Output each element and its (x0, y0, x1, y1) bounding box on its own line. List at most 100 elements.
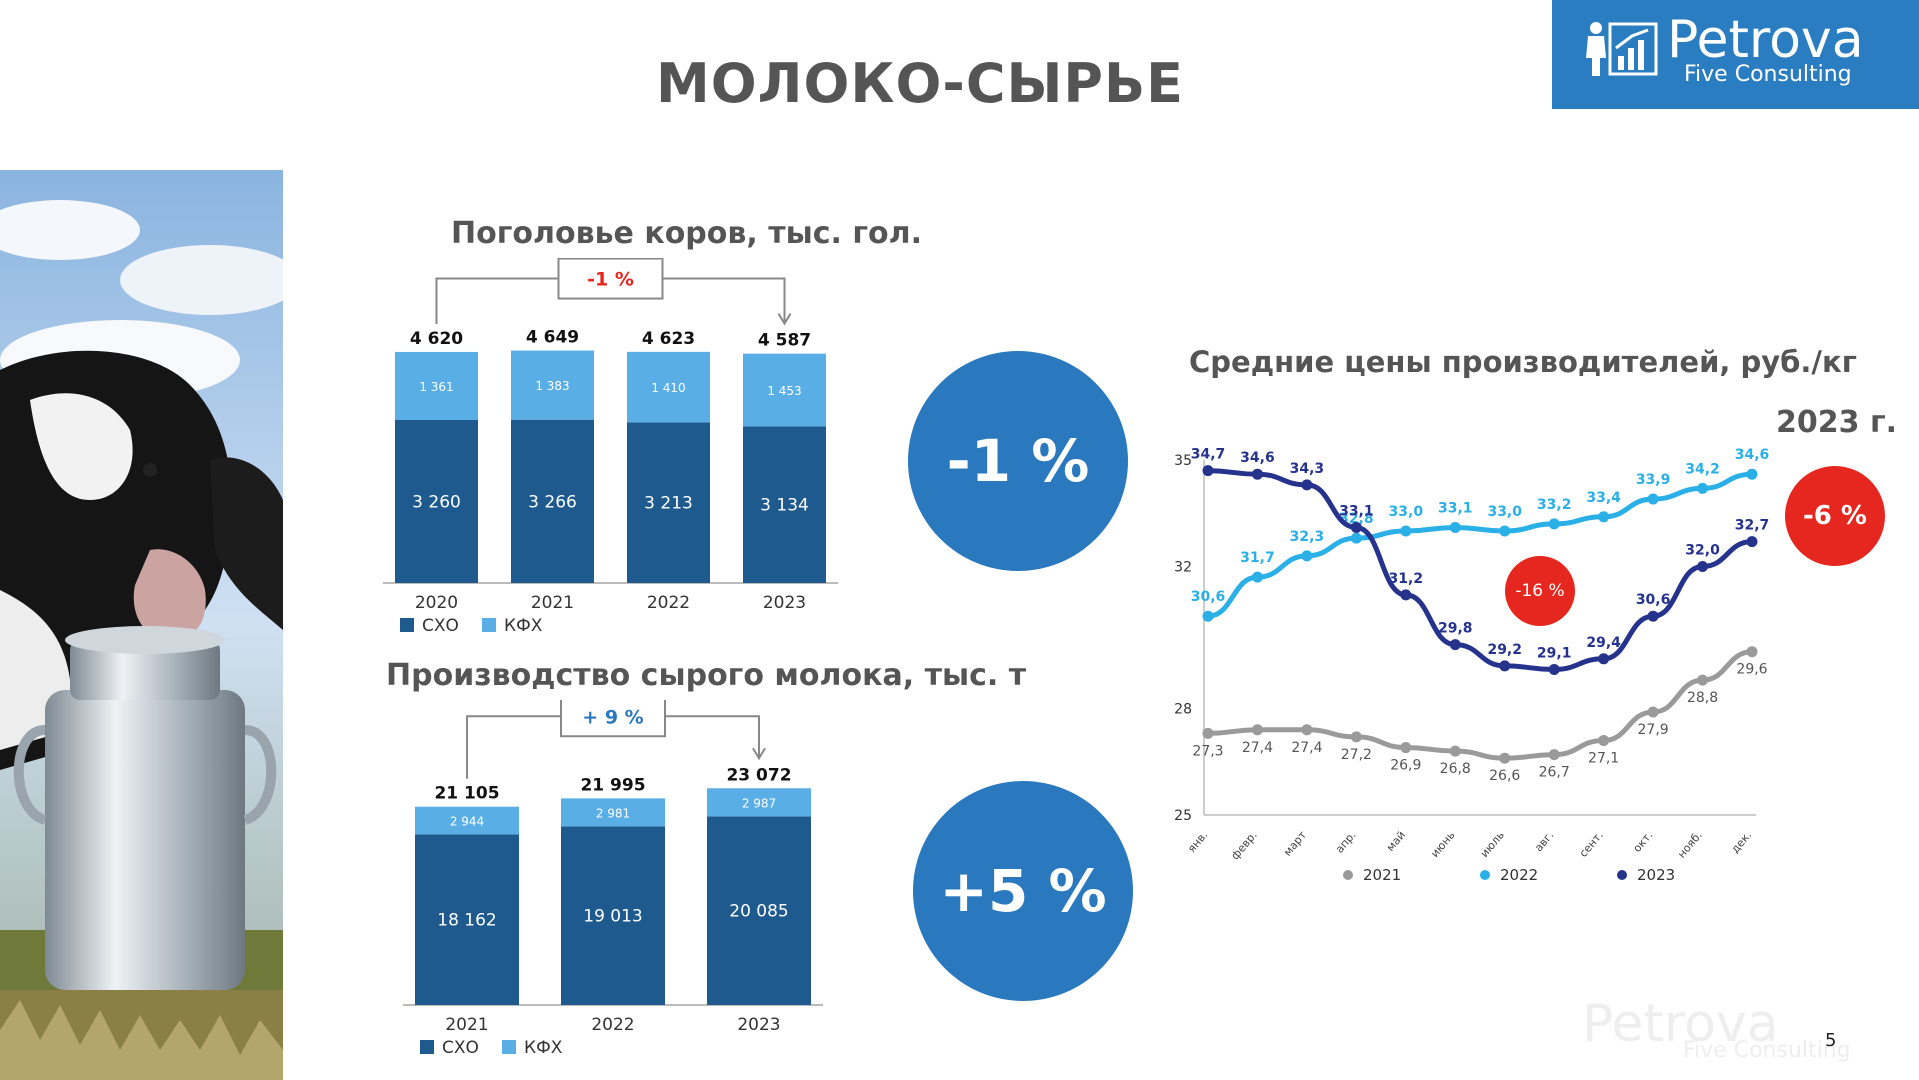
data-label: 27,1 (1588, 750, 1619, 766)
prices-line-chart: 25 28 32 35 янв. февр. март апр. май июнь июль авг.… (1174, 447, 1770, 884)
cows-change-bubble: -1 % (908, 351, 1128, 571)
legend-label-2023: 2023 (1637, 866, 1675, 884)
x-tick-label: дек. (1729, 829, 1755, 856)
legend-swatch-kfh (482, 618, 496, 632)
data-label: 32,0 (1685, 543, 1720, 559)
data-label: 31,2 (1389, 571, 1424, 587)
y-tick-label: 35 (1174, 453, 1192, 469)
series-line-2021 (1207, 649, 1753, 761)
data-point-2021 (1202, 727, 1214, 739)
x-tick-label: 2020 (415, 593, 458, 613)
data-label: 27,9 (1638, 722, 1669, 738)
x-tick-label: янв. (1185, 829, 1210, 856)
data-label: 26,8 (1440, 761, 1471, 777)
legend-swatch-sho (400, 618, 414, 632)
data-label: 34,3 (1290, 461, 1325, 477)
data-label: 30,6 (1636, 592, 1671, 608)
bar-segment-sho (627, 422, 710, 583)
data-point-2021 (1400, 742, 1412, 754)
data-label: 26,9 (1390, 758, 1421, 774)
bar-value-label: 2 944 (450, 815, 484, 829)
bar-segment-kfh (743, 353, 826, 427)
bar-segment-kfh (511, 350, 594, 420)
prices-chart-title: Средние цены производителей, руб./кг (1189, 345, 1857, 379)
data-point-2022 (1350, 532, 1362, 544)
y-tick-label: 32 (1174, 560, 1192, 576)
x-tick-label: сент. (1577, 829, 1606, 860)
data-label: 34,6 (1240, 450, 1275, 466)
bar-value-label: 1 383 (535, 379, 569, 393)
data-point-2022 (1251, 571, 1263, 583)
data-point-2022 (1746, 468, 1758, 480)
series-line-2022 (1207, 471, 1753, 619)
legend-label-sho: СХО (442, 1038, 479, 1058)
bar-value-label: 2 987 (742, 796, 776, 810)
bar-total-label: 21 995 (580, 775, 645, 795)
data-label: 33,1 (1339, 503, 1374, 519)
legend-label-2022: 2022 (1500, 866, 1538, 884)
data-point-2022 (1647, 493, 1659, 505)
data-label: 29,4 (1586, 635, 1621, 651)
x-tick-label: февр. (1228, 829, 1259, 863)
bar-value-label: 1 361 (419, 380, 453, 394)
bar-value-label: 20 085 (729, 902, 788, 922)
bar-segment-kfh (561, 798, 665, 827)
data-point-2021 (1548, 749, 1560, 761)
bar-value-label: 3 260 (412, 493, 461, 513)
data-point-2023 (1350, 521, 1362, 533)
bar-total-label: 21 105 (434, 784, 499, 804)
bracket-arrow (752, 747, 766, 761)
data-label: 28,8 (1687, 690, 1718, 706)
bar-total-label: 4 620 (410, 329, 463, 349)
data-label: 29,8 (1438, 621, 1473, 637)
legend-marker-2021 (1343, 870, 1353, 880)
data-point-2021 (1598, 734, 1610, 746)
x-tick-label: 2022 (647, 593, 690, 613)
data-label: 26,6 (1489, 768, 1520, 784)
x-tick-label: март (1281, 828, 1310, 859)
x-tick-label: нояб. (1675, 829, 1705, 861)
page-number: 5 (1825, 1030, 1837, 1051)
data-label: 31,7 (1240, 550, 1275, 566)
bar-value-label: 3 266 (528, 492, 577, 512)
data-point-2021 (1301, 724, 1313, 736)
data-label: 33,2 (1537, 497, 1572, 513)
data-point-2022 (1301, 550, 1313, 562)
data-point-2023 (1449, 639, 1461, 651)
data-label: 33,4 (1586, 490, 1621, 506)
cows-bar-chart: 3 260 1 361 4 620 2020 3 266 1 383 4 649 2021 3 … (383, 258, 838, 636)
bar-value-label: 3 213 (644, 494, 693, 514)
data-label: 33,0 (1389, 504, 1424, 520)
data-label: 33,0 (1487, 504, 1522, 520)
bar-value-label: 19 013 (583, 907, 642, 927)
data-point-2022 (1499, 525, 1511, 537)
x-tick-label: окт. (1630, 829, 1655, 855)
bar-segment-sho (707, 816, 811, 1005)
data-point-2021 (1499, 752, 1511, 764)
data-label: 29,6 (1736, 662, 1767, 678)
x-tick-label: авг. (1532, 829, 1556, 855)
bar-total-label: 4 587 (758, 331, 811, 351)
data-point-2023 (1647, 610, 1659, 622)
data-label: 34,2 (1685, 461, 1720, 477)
milk-bar-chart: 18 162 2 944 21 105 2021 19 013 2 981 21 995 20… (403, 700, 823, 1058)
data-label: 32,7 (1735, 518, 1770, 534)
data-label: 27,4 (1291, 740, 1322, 756)
bar-segment-sho (415, 834, 519, 1005)
bar-value-label: 1 410 (651, 381, 685, 395)
legend-marker-2022 (1480, 870, 1490, 880)
bracket-label: + 9 % (582, 706, 643, 728)
milk-change-bubble: +5 % (913, 781, 1133, 1001)
bar-segment-sho (561, 826, 665, 1005)
logo-subtitle: Five Consulting (1684, 62, 1852, 87)
data-point-2022 (1697, 482, 1709, 494)
data-point-2023 (1301, 479, 1313, 491)
company-logo: Petrova Five Consulting (1552, 0, 1919, 109)
data-label: 33,9 (1636, 472, 1671, 488)
data-point-2022 (1400, 525, 1412, 537)
bar-segment-sho (743, 426, 826, 583)
logo-name: Petrova (1667, 10, 1864, 70)
data-label: 26,7 (1539, 765, 1570, 781)
data-point-2023 (1499, 660, 1511, 672)
summer-price-drop-bubble: -16 % (1505, 556, 1575, 626)
